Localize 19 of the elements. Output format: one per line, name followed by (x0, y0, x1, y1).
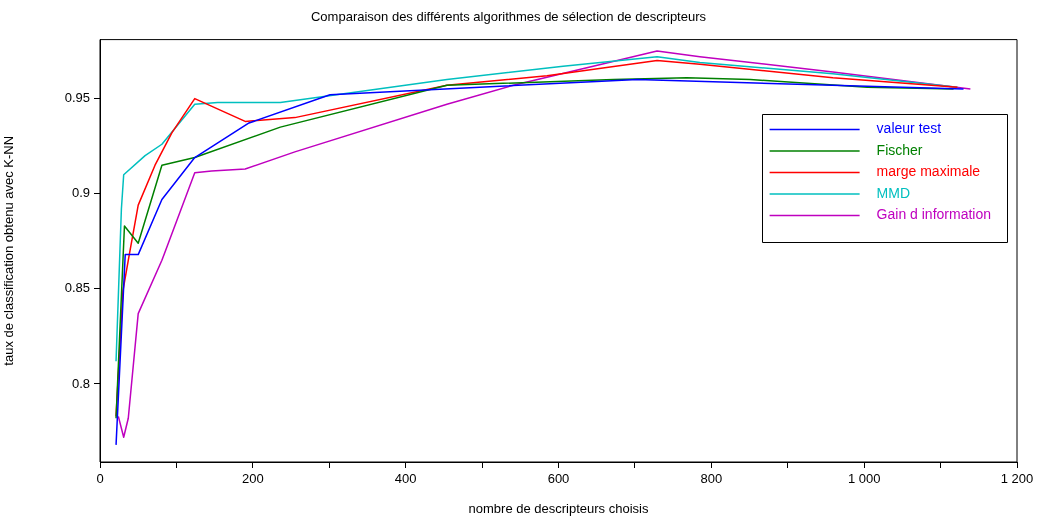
y-tick-label: 0.9 (71, 185, 90, 201)
text: Gain d information (876, 206, 992, 223)
x-tick-label: 0 (96, 471, 104, 487)
chart-title: Comparaison des différents algorithmes de sélection de descripteurs (310, 9, 707, 25)
x-tick-label: 1 200 (1000, 471, 1034, 487)
x-tick-label: 200 (241, 471, 264, 487)
y-tick-label: 0.8 (71, 375, 90, 391)
y-tick-label: 0.85 (64, 280, 90, 296)
y-axis-title: taux de classification obtenu avec K-NN (1, 135, 17, 366)
text: marge maximale (876, 163, 981, 180)
x-tick-label: 600 (547, 471, 570, 487)
x-tick-label: 800 (700, 471, 723, 487)
x-tick-label: 1 000 (847, 471, 881, 487)
x-axis-title: nombre de descripteurs choisis (468, 500, 649, 516)
text: MMD (876, 184, 911, 201)
x-tick-label: 400 (394, 471, 417, 487)
y-tick-label: 0.95 (64, 90, 90, 106)
text: valeur test (876, 120, 942, 137)
text: Fischer (876, 141, 923, 158)
